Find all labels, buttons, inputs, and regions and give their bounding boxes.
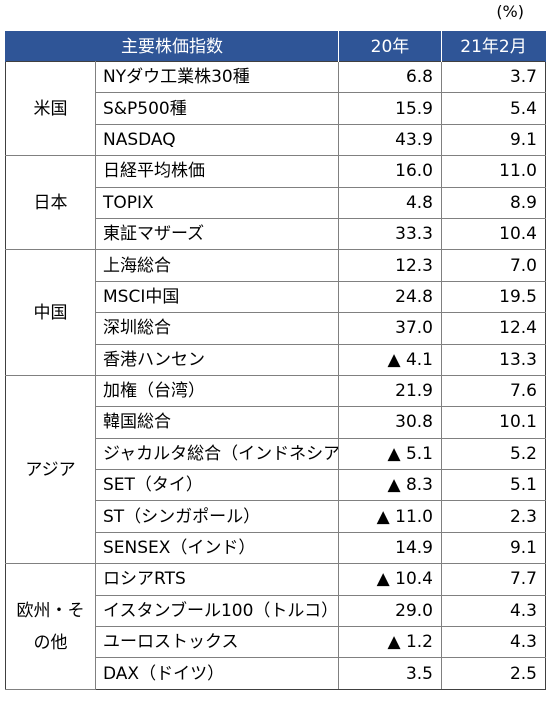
region-cell: 日本 (5, 155, 96, 251)
index-name-cell: 日経平均株価 (95, 155, 339, 188)
value-2021-feb-cell: 5.1 (441, 469, 546, 502)
index-name-cell: SET（タイ） (95, 469, 339, 502)
value-2020-cell: 43.9 (338, 123, 442, 157)
value-2021-feb-cell: 4.3 (441, 594, 546, 628)
table-row: 欧州・その他 ロシアRTS ▲ 10.4 7.7 (5, 563, 546, 690)
index-name-cell: イスタンブール100（トルコ） (95, 594, 339, 628)
value-2021-feb-cell: 10.1 (441, 406, 546, 439)
stock-index-table: 主要株価指数 20年 21年2月 米国 NYダウ工業株30種 6.8 3.7 S&P50… (5, 31, 546, 690)
table-row: S&P500種 15.9 5.4 (6, 92, 546, 125)
region-cell: 欧州・その他 (5, 563, 96, 690)
table-row: NASDAQ 43.9 9.1 (6, 123, 546, 157)
index-name-cell: DAX（ドイツ） (95, 657, 339, 690)
value-2020-cell: ▲ 8.3 (338, 469, 442, 502)
table-row: TOPIX 4.8 8.9 (6, 186, 546, 219)
value-2021-feb-cell: 7.0 (441, 249, 546, 282)
region-cell: 中国 (5, 249, 96, 376)
value-2021-feb-cell: 5.2 (441, 437, 546, 471)
value-2020-cell: ▲ 5.1 (338, 437, 442, 471)
index-name-cell: 東証マザーズ (95, 217, 339, 251)
index-name-cell: SENSEX（インド） (95, 531, 339, 565)
table-row: ジャカルタ総合（インドネシア） ▲ 5.1 5.2 (6, 437, 546, 471)
value-2020-cell: ▲ 1.2 (338, 626, 442, 659)
value-2021-feb-cell: 2.3 (441, 500, 546, 533)
value-2021-feb-cell: 5.4 (441, 92, 546, 125)
index-name-cell: 上海総合 (95, 249, 339, 282)
value-2021-feb-cell: 10.4 (441, 217, 546, 251)
table-row: 米国 NYダウ工業株30種 6.8 3.7 (5, 60, 546, 157)
value-2020-cell: 6.8 (338, 60, 442, 94)
unit-label: (%) (496, 2, 524, 21)
header-index-label: 主要株価指数 (5, 31, 339, 62)
index-name-cell: 深圳総合 (95, 312, 339, 345)
table-row: 日本 日経平均株価 16.0 11.0 (5, 155, 546, 251)
value-2020-cell: 14.9 (338, 531, 442, 565)
value-2020-cell: ▲ 4.1 (338, 343, 442, 376)
value-2020-cell: 21.9 (338, 374, 442, 408)
value-2021-feb-cell: 13.3 (441, 343, 546, 376)
index-name-cell: 加権（台湾） (95, 374, 339, 408)
table-row: アジア 加権（台湾） 21.9 7.6 (5, 374, 546, 565)
index-name-cell: MSCI中国 (95, 280, 339, 314)
value-2020-cell: 3.5 (338, 657, 442, 690)
value-2020-cell: ▲ 10.4 (338, 563, 442, 596)
value-2021-feb-cell: 3.7 (441, 60, 546, 94)
region-cell: アジア (5, 374, 96, 565)
value-2020-cell: 29.0 (338, 594, 442, 628)
value-2021-feb-cell: 4.3 (441, 626, 546, 659)
value-2020-cell: 4.8 (338, 186, 442, 219)
header-col-2020: 20年 (338, 31, 442, 62)
index-name-cell: 韓国総合 (95, 406, 339, 439)
value-2021-feb-cell: 19.5 (441, 280, 546, 314)
value-2021-feb-cell: 9.1 (441, 531, 546, 565)
table-row: 深圳総合 37.0 12.4 (6, 312, 546, 345)
value-2021-feb-cell: 7.6 (441, 374, 546, 408)
table-row: DAX（ドイツ） 3.5 2.5 (6, 657, 546, 690)
header-col-2021-feb: 21年2月 (441, 31, 546, 62)
index-name-cell: NASDAQ (95, 123, 339, 157)
index-name-cell: S&P500種 (95, 92, 339, 125)
value-2020-cell: 30.8 (338, 406, 442, 439)
value-2021-feb-cell: 12.4 (441, 312, 546, 345)
index-name-cell: ジャカルタ総合（インドネシア） (95, 437, 339, 471)
index-name-cell: NYダウ工業株30種 (95, 60, 339, 94)
value-2020-cell: 24.8 (338, 280, 442, 314)
table-row: 東証マザーズ 33.3 10.4 (6, 217, 546, 251)
table-row: ユーロストックス ▲ 1.2 4.3 (6, 626, 546, 659)
region-cell: 米国 (5, 60, 96, 157)
table-row: 香港ハンセン ▲ 4.1 13.3 (6, 343, 546, 376)
table-row: 韓国総合 30.8 10.1 (6, 406, 546, 439)
value-2020-cell: 12.3 (338, 249, 442, 282)
index-name-cell: ロシアRTS (95, 563, 339, 596)
value-2021-feb-cell: 8.9 (441, 186, 546, 219)
value-2020-cell: 33.3 (338, 217, 442, 251)
index-name-cell: 香港ハンセン (95, 343, 339, 376)
value-2020-cell: 16.0 (338, 155, 442, 188)
value-2021-feb-cell: 11.0 (441, 155, 546, 188)
value-2020-cell: ▲ 11.0 (338, 500, 442, 533)
value-2021-feb-cell: 9.1 (441, 123, 546, 157)
value-2020-cell: 37.0 (338, 312, 442, 345)
index-name-cell: ST（シンガポール） (95, 500, 339, 533)
value-2021-feb-cell: 2.5 (441, 657, 546, 690)
table-header-row: 主要株価指数 20年 21年2月 (5, 31, 546, 62)
table-row: SET（タイ） ▲ 8.3 5.1 (6, 469, 546, 502)
table-row: ST（シンガポール） ▲ 11.0 2.3 (6, 500, 546, 533)
table-body: 米国 NYダウ工業株30種 6.8 3.7 S&P500種 15.9 5.4 NASDAQ 43… (5, 60, 546, 690)
index-name-cell: TOPIX (95, 186, 339, 219)
value-2020-cell: 15.9 (338, 92, 442, 125)
value-2021-feb-cell: 7.7 (441, 563, 546, 596)
table-row: MSCI中国 24.8 19.5 (6, 280, 546, 314)
table-row: 中国 上海総合 12.3 7.0 (5, 249, 546, 376)
index-name-cell: ユーロストックス (95, 626, 339, 659)
